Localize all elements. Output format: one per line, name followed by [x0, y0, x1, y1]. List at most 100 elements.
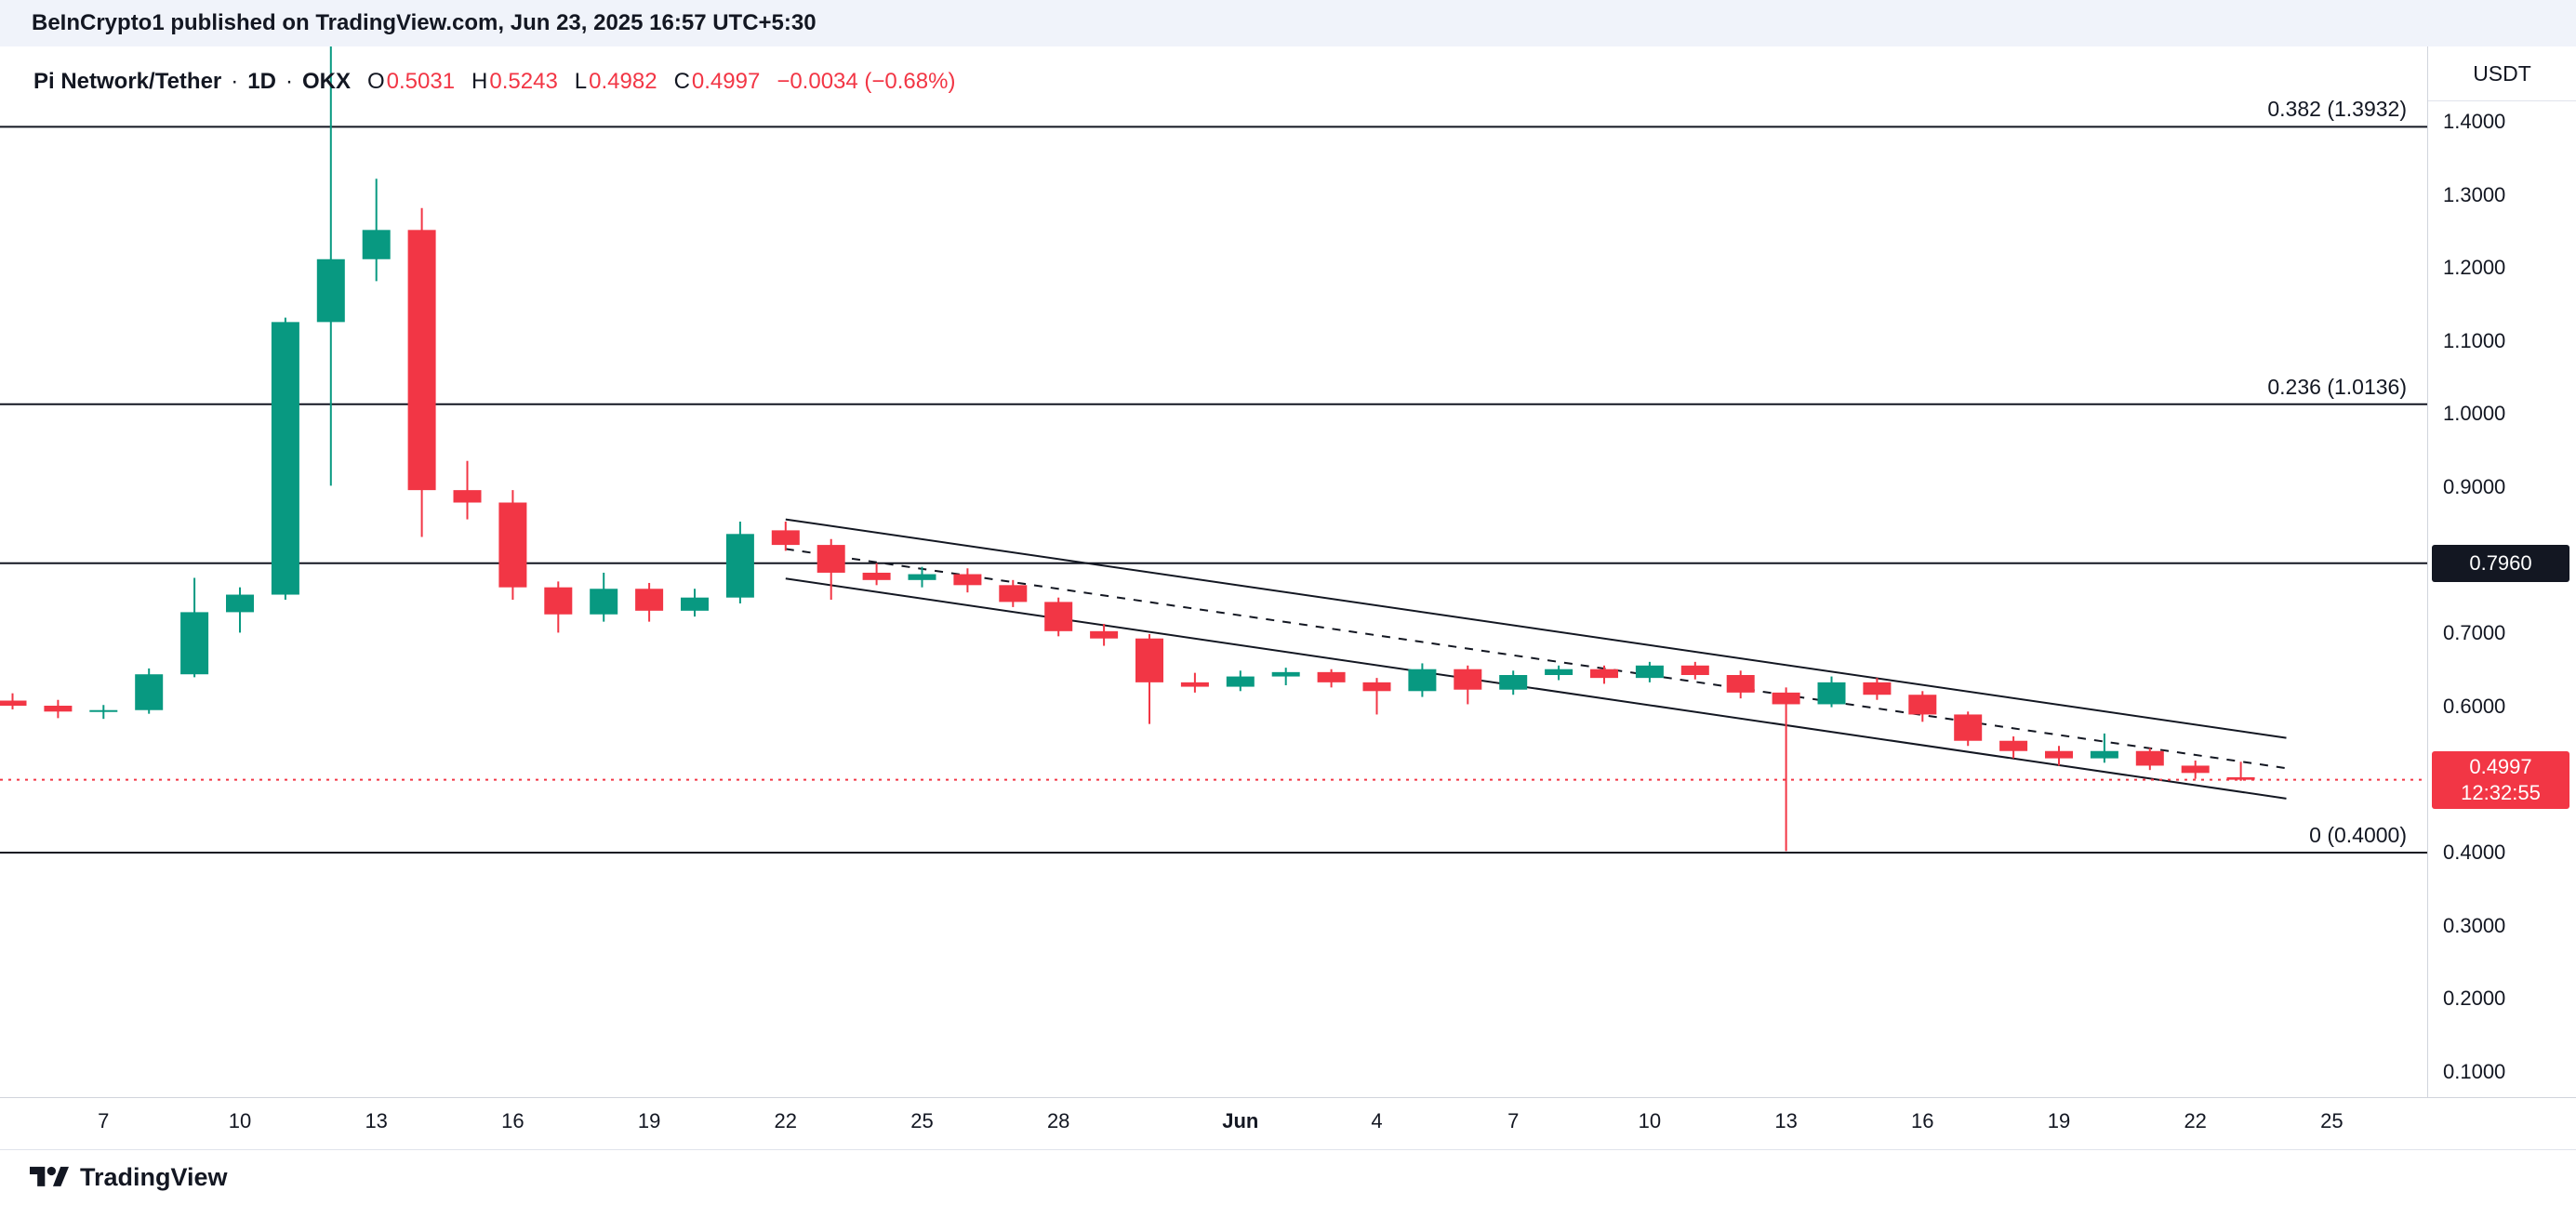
time-label[interactable]: 19	[637, 1109, 661, 1132]
candle-body	[407, 230, 436, 491]
price-tick: 1.3000	[2443, 182, 2506, 206]
time-label[interactable]: 4	[1371, 1109, 1383, 1132]
candle-body	[1772, 692, 1800, 705]
candle-body	[1180, 682, 1209, 687]
candle-body	[0, 700, 27, 707]
tradingview-logo[interactable]	[30, 1162, 69, 1193]
last-price: 0.4997	[2469, 754, 2532, 778]
candle-body	[544, 587, 573, 615]
footer-bar: TradingView	[0, 1149, 2576, 1205]
candle-body	[1954, 714, 1983, 741]
candle-body	[1545, 669, 1573, 676]
time-label[interactable]: 13	[365, 1109, 388, 1132]
close-value: 0.4997	[691, 69, 761, 94]
candle-body	[180, 612, 209, 675]
candle-body	[908, 574, 936, 580]
symbol-title[interactable]: Pi Network/Tether	[33, 69, 222, 94]
price-tick: 0.4000	[2443, 841, 2506, 864]
candle-body	[1271, 671, 1300, 677]
tradingview-wordmark[interactable]: TradingView	[80, 1163, 228, 1191]
time-label[interactable]: 22	[774, 1109, 798, 1132]
currency-toggle[interactable]: USDT	[2428, 46, 2576, 101]
candle-body	[681, 597, 709, 611]
time-label[interactable]: 10	[228, 1109, 252, 1132]
time-label[interactable]: 16	[1911, 1109, 1934, 1132]
candle-body	[1680, 665, 1709, 676]
price-tick: 0.3000	[2443, 913, 2506, 937]
channel-upper-line[interactable]	[785, 518, 2287, 739]
time-axis[interactable]: 7 10 13 16 19 22 25 28 Jun 4 7 10 13 16 19 22 25	[0, 1097, 2576, 1150]
candlestick-chart[interactable]	[0, 46, 2427, 1097]
candle-body	[2181, 765, 2210, 774]
candle-body	[1454, 669, 1482, 690]
candle-body	[635, 589, 664, 611]
candle-body	[1090, 630, 1119, 639]
low-label: L	[574, 69, 588, 94]
exchange-label[interactable]: OKX	[301, 69, 351, 94]
candle-body	[771, 530, 800, 546]
chart-area: Pi Network/Tether · 1D · OKX O 0.5031 H 0.…	[0, 46, 2576, 1150]
candle-body	[1999, 740, 2028, 751]
candle-body	[453, 490, 482, 503]
time-label[interactable]: 13	[1774, 1109, 1798, 1132]
candle-body	[498, 502, 527, 588]
time-label[interactable]: 25	[910, 1109, 934, 1132]
candle-body	[135, 674, 164, 710]
price-tick: 0.6000	[2443, 694, 2506, 718]
high-value: 0.5243	[489, 69, 558, 94]
time-label[interactable]: 19	[2047, 1109, 2071, 1132]
candle-body	[316, 258, 345, 323]
candle-body	[1726, 675, 1755, 693]
chart-legend[interactable]: Pi Network/Tether · 1D · OKX O 0.5031 H 0.…	[33, 69, 955, 95]
candle-body	[1590, 669, 1618, 679]
time-label[interactable]: 16	[501, 1109, 524, 1132]
interval-label[interactable]: 1D	[247, 69, 276, 94]
candle-body	[862, 572, 891, 580]
currency-label: USDT	[2473, 60, 2531, 86]
candle-body	[1408, 669, 1437, 692]
time-label[interactable]: 7	[98, 1109, 110, 1132]
last-price-badge: 0.4997 12:32:55	[2432, 750, 2569, 809]
time-label[interactable]: 25	[2320, 1109, 2344, 1132]
channel-middle-line[interactable]	[785, 548, 2287, 770]
change-value: −0.0034 (−0.68%)	[777, 69, 956, 94]
candle-body	[1044, 602, 1073, 631]
price-tick: 1.2000	[2443, 256, 2506, 280]
time-label[interactable]: 22	[2184, 1109, 2207, 1132]
open-value: 0.5031	[386, 69, 456, 94]
attribution-bar: BeInCrypto1 published on TradingView.com…	[0, 0, 2576, 46]
attribution-text: BeInCrypto1 published on TradingView.com…	[32, 10, 817, 35]
time-label[interactable]: Jun	[1222, 1109, 1259, 1132]
candle-body	[44, 706, 73, 712]
candle-body	[2045, 750, 2073, 759]
candle-body	[362, 230, 391, 259]
candle-body	[1362, 682, 1391, 692]
candle-body	[1635, 665, 1664, 679]
time-label[interactable]: 7	[1507, 1109, 1520, 1132]
candle-body	[999, 585, 1028, 602]
candle-body	[271, 322, 299, 595]
legend-separator: ·	[285, 69, 293, 94]
open-label: O	[366, 69, 385, 94]
price-tick: 1.1000	[2443, 328, 2506, 352]
fib-label-0236[interactable]: 0.236 (1.0136)	[2267, 374, 2407, 399]
candle-body	[725, 534, 754, 598]
candle-body	[1817, 682, 1846, 705]
candle-body	[590, 589, 618, 615]
fib-label-0382[interactable]: 0.382 (1.3932)	[2267, 97, 2407, 122]
time-label[interactable]: 10	[1638, 1109, 1662, 1132]
price-tick: 0.2000	[2443, 987, 2506, 1011]
fib-label-0[interactable]: 0 (0.4000)	[2309, 823, 2407, 847]
level-price-badge: 0.7960	[2432, 544, 2569, 582]
channel-lower-line[interactable]	[785, 577, 2287, 800]
candle-body	[226, 594, 254, 613]
candle-body	[1863, 682, 1892, 695]
price-tick: 1.4000	[2443, 110, 2506, 133]
time-label[interactable]: 28	[1046, 1109, 1070, 1132]
candle-body	[1908, 695, 1937, 715]
candle-body	[2090, 750, 2118, 759]
price-axis[interactable]: USDT 0.7960 0.4997 12:32:55 1.4000 1.3000…	[2427, 46, 2576, 1097]
close-label: C	[673, 69, 690, 94]
candle-body	[1226, 676, 1255, 687]
